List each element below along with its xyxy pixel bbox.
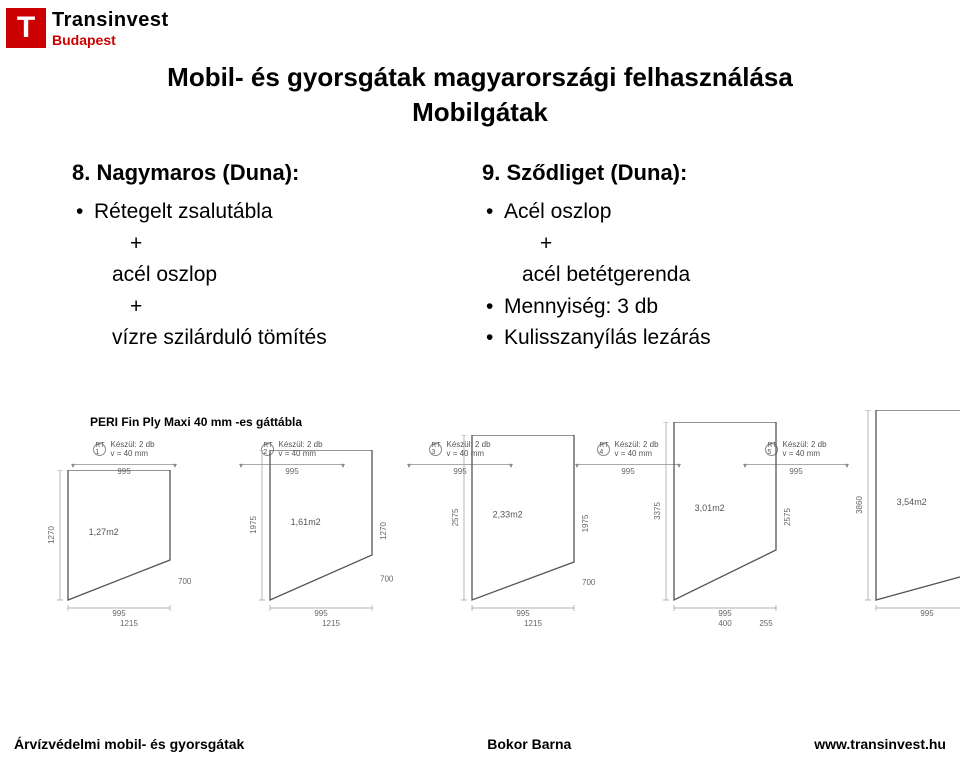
logo-text-main: Transinvest xyxy=(52,9,169,32)
svg-text:1,27m2: 1,27m2 xyxy=(89,527,119,537)
diagram-panels: 1,27m2 12709951215700 1,61m2 19751270995… xyxy=(28,410,960,630)
list-item: Acél oszlop xyxy=(482,196,892,228)
svg-text:3860: 3860 xyxy=(855,496,864,514)
left-heading: 8. Nagymaros (Duna): xyxy=(72,160,482,186)
left-column: 8. Nagymaros (Duna): Rétegelt zsalutábla… xyxy=(72,160,482,354)
list-item: acél betétgerenda xyxy=(482,259,892,291)
svg-text:1975: 1975 xyxy=(581,514,590,532)
svg-text:1270: 1270 xyxy=(379,522,388,540)
right-heading: 9. Sződliget (Duna): xyxy=(482,160,892,186)
panel-shape: 1,61m2 1975 1270 9951215 700 xyxy=(230,450,402,630)
svg-text:1270: 1270 xyxy=(47,526,56,544)
title-line2: Mobilgátak xyxy=(0,97,960,128)
svg-text:1975: 1975 xyxy=(249,516,258,534)
svg-text:1215: 1215 xyxy=(524,619,542,628)
panel-shape: 3,01m2 3375 2575 995 255 400 xyxy=(634,422,806,630)
title-line1: Mobil- és gyorsgátak magyarországi felha… xyxy=(0,62,960,93)
list-item: Mennyiség: 3 db xyxy=(482,291,892,323)
panel-shape: 1,27m2 1270 9951215 700 xyxy=(28,470,200,630)
panel-shape: 2,33m2 2575 1975 9951215 700 xyxy=(432,435,604,630)
svg-text:995: 995 xyxy=(112,609,126,618)
diagram-area: RT1Készül: 2 dbv = 40 mm ▾ ▾ 995RT2Készü… xyxy=(14,440,944,690)
svg-text:995: 995 xyxy=(314,609,328,618)
footer-center: Bokor Barna xyxy=(487,736,571,752)
svg-text:995: 995 xyxy=(718,609,732,618)
list-item: + xyxy=(72,291,482,323)
logo: T Transinvest Budapest xyxy=(6,8,169,48)
svg-text:3,01m2: 3,01m2 xyxy=(695,503,725,513)
svg-text:995: 995 xyxy=(516,609,530,618)
svg-text:1215: 1215 xyxy=(120,619,138,628)
svg-text:3375: 3375 xyxy=(653,502,662,520)
svg-text:3,54m2: 3,54m2 xyxy=(897,497,927,507)
right-list: Acél oszlop + acél betétgerenda Mennyisé… xyxy=(482,196,892,354)
list-item: acél oszlop xyxy=(72,259,482,291)
list-item: + xyxy=(72,228,482,260)
slide-title: Mobil- és gyorsgátak magyarországi felha… xyxy=(0,62,960,128)
left-list: Rétegelt zsalutábla + acél oszlop + vízr… xyxy=(72,196,482,354)
list-item: Rétegelt zsalutábla xyxy=(72,196,482,228)
list-item: + xyxy=(482,228,892,260)
list-item: Kulisszanyílás lezárás xyxy=(482,322,892,354)
logo-mark: T xyxy=(6,8,46,48)
svg-text:2575: 2575 xyxy=(451,508,460,526)
svg-text:2575: 2575 xyxy=(783,508,792,526)
list-item: vízre szilárduló tömítés xyxy=(72,322,482,354)
logo-text-sub: Budapest xyxy=(52,32,169,48)
svg-text:1215: 1215 xyxy=(322,619,340,628)
svg-text:400: 400 xyxy=(718,619,732,628)
footer-left: Árvízvédelmi mobil- és gyorsgátak xyxy=(14,736,244,752)
footer-right: www.transinvest.hu xyxy=(814,736,946,752)
right-column: 9. Sződliget (Duna): Acél oszlop + acél … xyxy=(482,160,892,354)
svg-text:700: 700 xyxy=(178,577,192,586)
content-columns: 8. Nagymaros (Duna): Rétegelt zsalutábla… xyxy=(72,160,892,354)
svg-text:2,33m2: 2,33m2 xyxy=(493,510,523,520)
footer: Árvízvédelmi mobil- és gyorsgátak Bokor … xyxy=(14,736,946,752)
logo-t-glyph: T xyxy=(17,13,35,43)
svg-text:995: 995 xyxy=(920,609,934,618)
panel-shape: 3,54m2 38603375995490 xyxy=(836,410,960,630)
svg-text:700: 700 xyxy=(380,575,394,584)
svg-text:700: 700 xyxy=(582,578,596,587)
svg-text:1,61m2: 1,61m2 xyxy=(291,517,321,527)
svg-text:255: 255 xyxy=(759,619,773,628)
